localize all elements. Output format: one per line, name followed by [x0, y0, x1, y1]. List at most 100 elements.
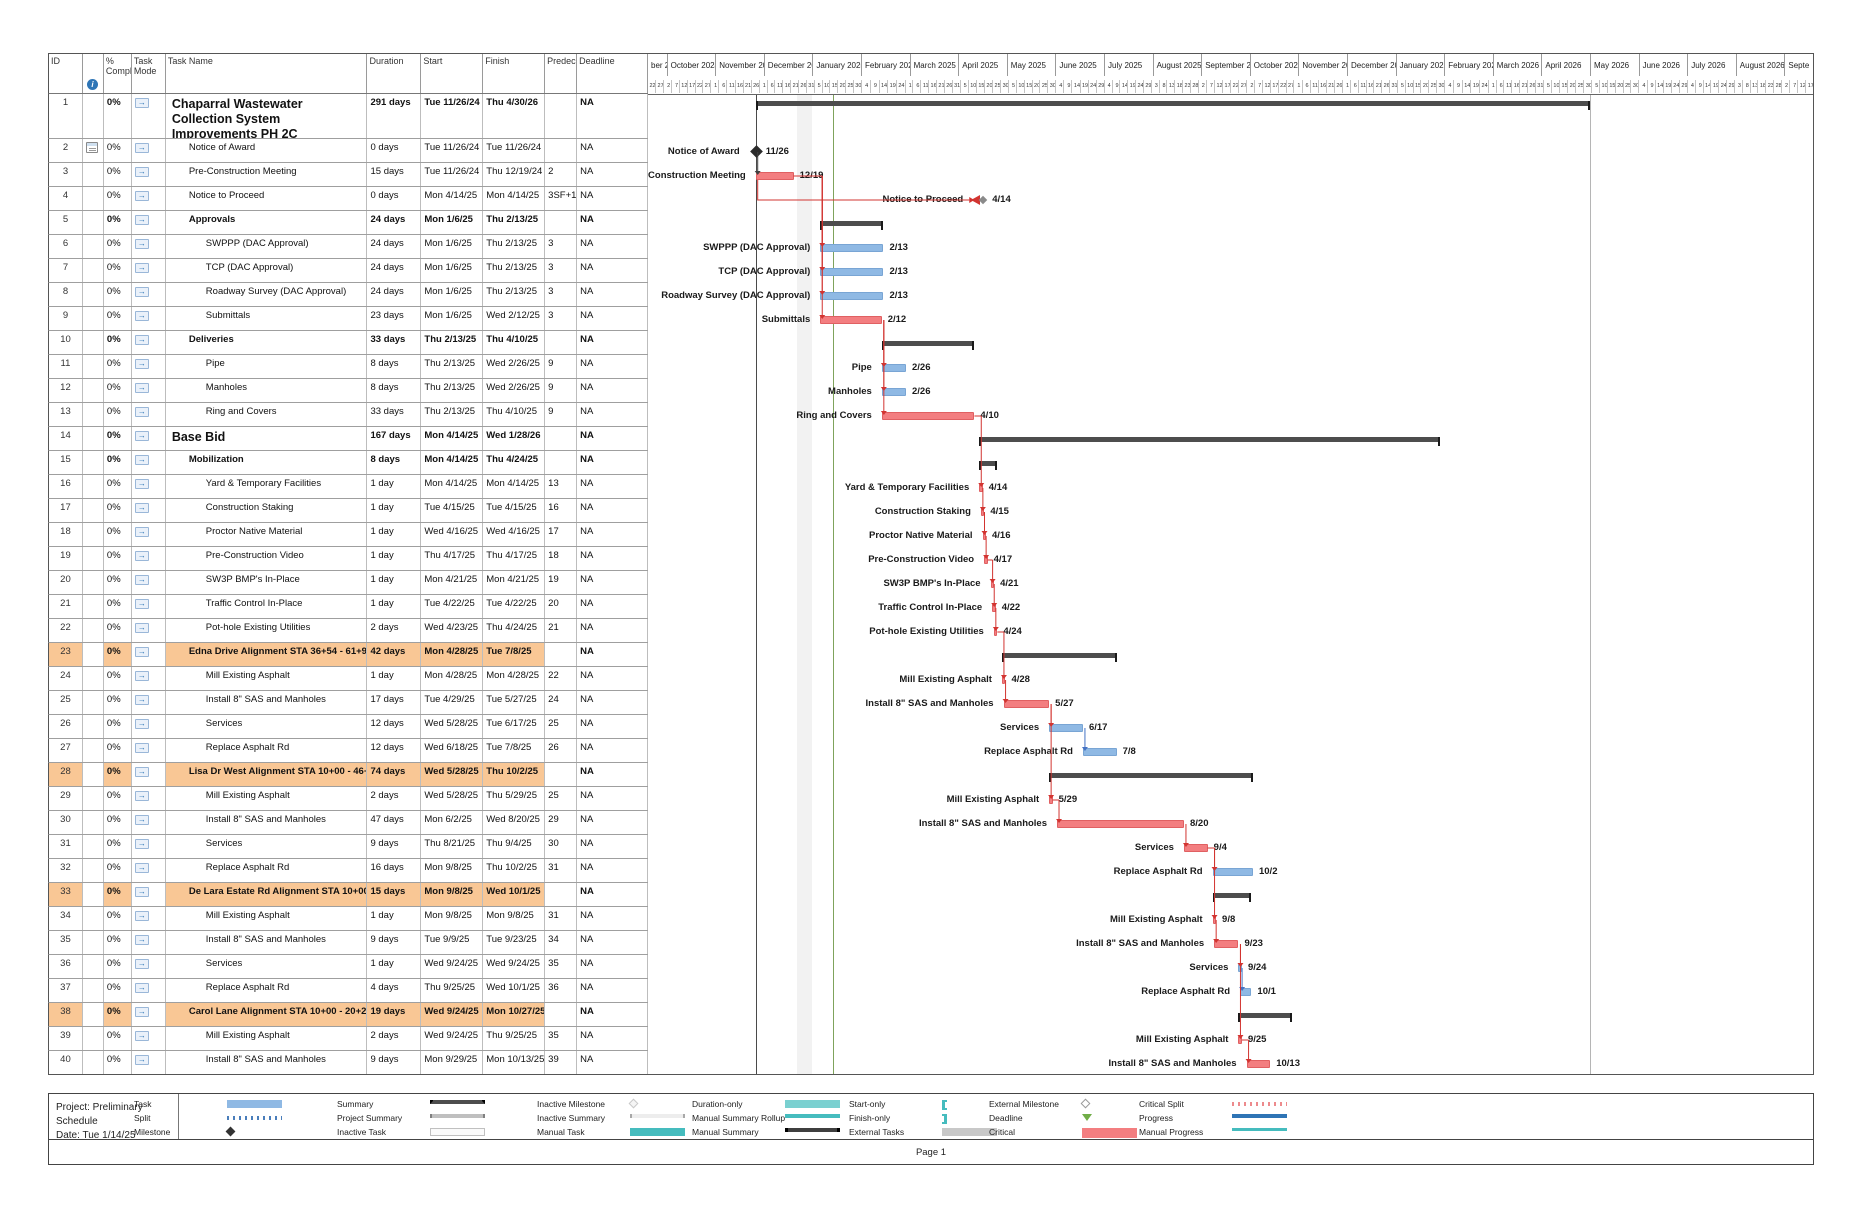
gantt-bar-task[interactable] — [1212, 868, 1253, 876]
column-header-deadline[interactable]: Deadline — [577, 54, 648, 93]
gantt-bar-task[interactable] — [820, 292, 884, 300]
table-row[interactable]: 39 0% → Mill Existing Asphalt 2 days Wed 9/24… — [48, 1027, 648, 1051]
gantt-bar-critical[interactable] — [984, 556, 988, 564]
gantt-bar-critical[interactable] — [1212, 916, 1217, 924]
gantt-bar-critical[interactable] — [979, 484, 983, 492]
table-row[interactable]: 20 0% → SW3P BMP's In-Place 1 day Mon 4/21/25… — [48, 571, 648, 595]
table-row[interactable]: 26 0% → Services 12 days Wed 5/28/25 Tue 6/17/… — [48, 715, 648, 739]
table-row[interactable]: 8 0% → Roadway Survey (DAC Approval) 24 days… — [48, 283, 648, 307]
summary-bar[interactable] — [1238, 1013, 1293, 1018]
table-row[interactable]: 40 0% → Install 8" SAS and Manholes 9 days Mo… — [48, 1051, 648, 1075]
table-row[interactable]: 3 0% → Pre-Construction Meeting 15 days Tue 1… — [48, 163, 648, 187]
gantt-bar-task[interactable] — [881, 388, 906, 396]
gantt-bar-task[interactable] — [1238, 964, 1242, 972]
task-finish: Tue 9/23/25 — [483, 931, 546, 954]
task-deadline: NA — [577, 499, 648, 522]
table-row[interactable]: 29 0% → Mill Existing Asphalt 2 days Wed 5/28… — [48, 787, 648, 811]
task-duration: 24 days — [367, 283, 422, 306]
summary-bar[interactable] — [820, 221, 884, 226]
summary-bar[interactable] — [979, 461, 998, 466]
task-duration: 2 days — [367, 787, 422, 810]
summary-bar[interactable] — [881, 341, 975, 346]
summary-bar[interactable] — [1001, 653, 1117, 658]
table-row[interactable]: 34 0% → Mill Existing Asphalt 1 day Mon 9/8/2… — [48, 907, 648, 931]
gantt-bar-critical[interactable] — [1001, 676, 1006, 684]
column-header-predecess[interactable]: Predecess — [545, 54, 578, 93]
table-row[interactable]: 25 0% → Install 8" SAS and Manholes 17 days T… — [48, 691, 648, 715]
milestone-diamond[interactable] — [749, 145, 763, 158]
column-header-start[interactable]: Start — [421, 54, 484, 93]
legend-swatch-summary-dark — [430, 1100, 485, 1104]
table-row[interactable]: 17 0% → Construction Staking 1 day Tue 4/15/2… — [48, 499, 648, 523]
summary-bar[interactable] — [979, 437, 1440, 442]
table-row[interactable]: 9 0% → Submittals 23 days Mon 1/6/25 Wed 2/12/… — [48, 307, 648, 331]
gantt-bar-task[interactable] — [1082, 748, 1117, 756]
gantt-bar-critical[interactable] — [1003, 700, 1050, 708]
gantt-bar-task[interactable] — [820, 268, 884, 276]
table-row[interactable]: 30 0% → Install 8" SAS and Manholes 47 days M… — [48, 811, 648, 835]
column-header-duration[interactable]: Duration — [367, 54, 422, 93]
table-row[interactable]: 32 0% → Replace Asphalt Rd 16 days Mon 9/8/25… — [48, 859, 648, 883]
table-row[interactable]: 6 0% → SWPPP (DAC Approval) 24 days Mon 1/6/2… — [48, 235, 648, 259]
table-row[interactable]: 21 0% → Traffic Control In-Place 1 day Tue 4/… — [48, 595, 648, 619]
table-row[interactable]: 23 0% → Edna Drive Alignment STA 36+54 - 61… — [48, 643, 648, 667]
gantt-bar-critical[interactable] — [982, 532, 986, 540]
table-row[interactable]: 1 0% → Chaparral Wastewater Collection Syst… — [48, 94, 648, 139]
table-row[interactable]: 38 0% → Carol Lane Alignment STA 10+00 - 20… — [48, 1003, 648, 1027]
gantt-bar-critical[interactable] — [990, 580, 995, 588]
table-row[interactable]: 36 0% → Services 1 day Wed 9/24/25 Wed 9/24/25… — [48, 955, 648, 979]
table-row[interactable]: 4 0% → Notice to Proceed 0 days Mon 4/14/25 Mo… — [48, 187, 648, 211]
gantt-bar-critical[interactable] — [1183, 844, 1208, 852]
table-row[interactable]: 2 0% → Notice of Award 0 days Tue 11/26/24 Tue… — [48, 139, 648, 163]
column-header-finish[interactable]: Finish — [483, 54, 546, 93]
gantt-bar-task[interactable] — [1049, 724, 1083, 732]
table-row[interactable]: 11 0% → Pipe 8 days Thu 2/13/25 Wed 2/26/25 9 NA — [48, 355, 648, 379]
gantt-bar-critical[interactable] — [1057, 820, 1184, 828]
gantt-bar-critical[interactable] — [881, 412, 975, 420]
gantt-bar-critical[interactable] — [1214, 940, 1239, 948]
table-row[interactable]: 16 0% → Yard & Temporary Facilities 1 day Mon… — [48, 475, 648, 499]
table-row[interactable]: 28 0% → Lisa Dr West Alignment STA 10+00 - … — [48, 763, 648, 787]
table-row[interactable]: 15 0% → Mobilization 8 days Mon 4/14/25 Thu 4/… — [48, 451, 648, 475]
table-row[interactable]: 13 0% → Ring and Covers 33 days Thu 2/13/25 Th… — [48, 403, 648, 427]
table-row[interactable]: 5 0% → Approvals 24 days Mon 1/6/25 Thu 2/13/2… — [48, 211, 648, 235]
summary-bar[interactable] — [1049, 773, 1253, 778]
gantt-bar-critical[interactable] — [980, 508, 985, 516]
column-header-task[interactable]: Task Mode — [132, 54, 166, 93]
table-row[interactable]: 18 0% → Proctor Native Material 1 day Wed 4/1… — [48, 523, 648, 547]
gantt-bar-critical[interactable] — [755, 172, 794, 180]
table-row[interactable]: 10 0% → Deliveries 33 days Thu 2/13/25 Thu 4/1… — [48, 331, 648, 355]
gantt-bar-critical[interactable] — [1049, 796, 1053, 804]
table-row[interactable]: 35 0% → Install 8" SAS and Manholes 9 days Tu… — [48, 931, 648, 955]
table-row[interactable]: 37 0% → Replace Asphalt Rd 4 days Thu 9/25/25… — [48, 979, 648, 1003]
gantt-bar-critical[interactable] — [993, 628, 998, 636]
gantt-bar-critical[interactable] — [1238, 1036, 1242, 1044]
gantt-bar-critical[interactable] — [1246, 1060, 1271, 1068]
gantt-bar-task[interactable] — [820, 244, 884, 252]
column-header-taskname[interactable]: Task Name — [166, 54, 368, 93]
gantt-bar-task[interactable] — [881, 364, 906, 372]
task-mode: → — [132, 931, 166, 954]
gantt-bar-critical[interactable] — [820, 316, 882, 324]
table-row[interactable]: 19 0% → Pre-Construction Video 1 day Thu 4/17… — [48, 547, 648, 571]
timeline-day-scale[interactable]: 1722272712172227161116212616111621263151… — [648, 76, 1813, 95]
task-indicator — [83, 427, 104, 450]
gantt-bar-task[interactable] — [1240, 988, 1252, 996]
table-row[interactable]: 14 0% → Base Bid 167 days Mon 4/14/25 Wed 1/28… — [48, 427, 648, 451]
deadline-arrow-milestone[interactable] — [971, 195, 981, 205]
table-row[interactable]: 27 0% → Replace Asphalt Rd 12 days Wed 6/18/2… — [48, 739, 648, 763]
summary-bar[interactable] — [755, 101, 1590, 106]
table-row[interactable]: 24 0% → Mill Existing Asphalt 1 day Mon 4/28/… — [48, 667, 648, 691]
table-row[interactable]: 7 0% → TCP (DAC Approval) 24 days Mon 1/6/25 T… — [48, 259, 648, 283]
table-row[interactable]: 12 0% → Manholes 8 days Thu 2/13/25 Wed 2/26/2… — [48, 379, 648, 403]
table-row[interactable]: 31 0% → Services 9 days Thu 8/21/25 Thu 9/4/25… — [48, 835, 648, 859]
column-header-indicators[interactable]: i — [83, 54, 104, 93]
table-row[interactable]: 33 0% → De Lara Estate Rd Alignment STA 10+… — [48, 883, 648, 907]
table-row[interactable]: 22 0% → Pot-hole Existing Utilities 2 days We… — [48, 619, 648, 643]
gantt-bar-critical[interactable] — [992, 604, 996, 612]
column-header-id[interactable]: ID — [49, 54, 83, 93]
column-header-%[interactable]: % Comple — [104, 54, 132, 93]
summary-bar[interactable] — [1212, 893, 1252, 898]
